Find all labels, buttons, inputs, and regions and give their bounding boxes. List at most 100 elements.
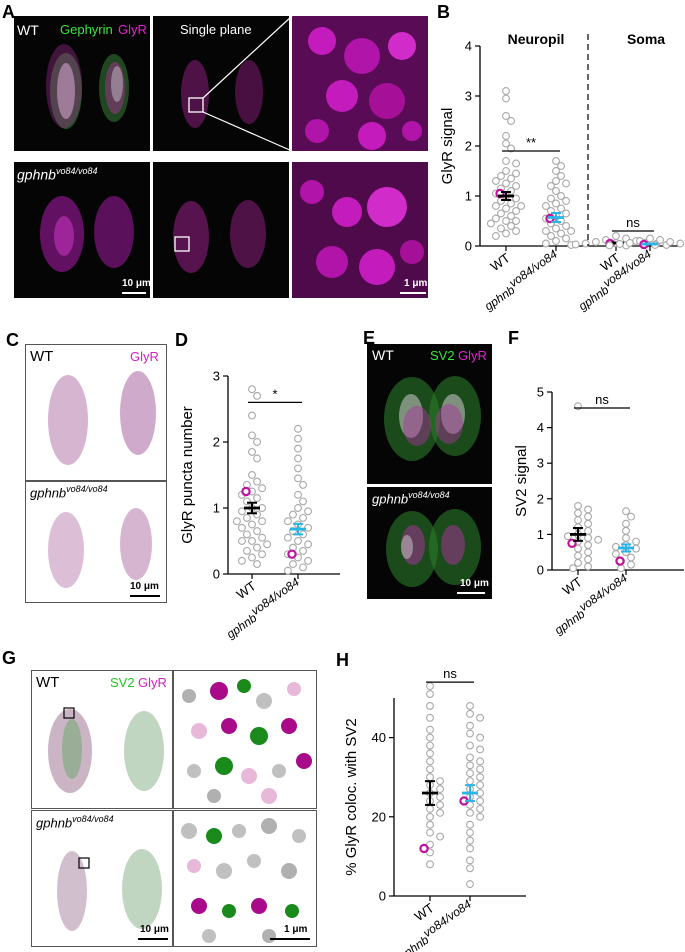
data-point <box>584 512 593 521</box>
data-point <box>574 509 582 517</box>
category-label: gphnbvo84/vo84 <box>549 571 633 638</box>
data-point <box>253 543 261 552</box>
panel-c-mutant-superscript: vo84/vo84 <box>66 484 108 494</box>
data-point <box>263 540 272 549</box>
data-point <box>258 484 267 493</box>
data-point <box>476 757 485 766</box>
data-point <box>466 753 474 762</box>
panel-a-wt-overview-image <box>14 16 150 151</box>
data-point <box>426 804 434 813</box>
panel-c-mutant-art <box>48 508 152 588</box>
data-point <box>512 159 521 168</box>
highlight-point <box>241 486 251 497</box>
data-point <box>294 454 302 463</box>
data-point <box>571 240 580 249</box>
data-point <box>622 526 630 535</box>
panel-g-wt-art <box>48 707 164 793</box>
data-point <box>552 167 560 175</box>
data-point <box>243 546 251 555</box>
category-label: WT <box>234 578 259 602</box>
data-point <box>248 471 256 479</box>
data-point <box>502 229 510 238</box>
category-label: WT <box>488 250 513 274</box>
panel-a-mutant-single-plane-image <box>153 162 289 298</box>
panel-c-wt-image <box>25 344 167 481</box>
data-point <box>299 497 307 506</box>
y-tick-label: 20 <box>372 809 386 824</box>
data-point <box>552 177 560 185</box>
panel-e-mutant-label: gphnbvo84/vo84 <box>372 490 450 506</box>
data-point <box>562 234 571 243</box>
data-point <box>552 157 560 165</box>
data-point <box>507 212 515 220</box>
significance-label: * <box>272 386 277 401</box>
panel-a-mutant-zoom-art <box>292 162 428 298</box>
panel-e-mutant-image <box>367 487 492 599</box>
data-point <box>476 713 485 722</box>
panel-c-mutant-label: gphnbvo84/vo84 <box>30 484 108 500</box>
data-point <box>502 94 510 103</box>
y-tick-label: 0 <box>213 567 220 582</box>
data-point <box>557 172 565 180</box>
data-point <box>466 729 474 738</box>
data-point <box>253 494 261 503</box>
data-point <box>622 534 630 542</box>
panel-a-letter: A <box>2 2 15 22</box>
y-tick-label: 4 <box>465 39 472 54</box>
data-point <box>605 241 614 250</box>
panel-c-glyr-label: GlyR <box>130 349 159 364</box>
data-point <box>502 179 510 188</box>
data-point <box>497 209 505 218</box>
data-point <box>512 194 521 203</box>
data-point <box>466 844 474 853</box>
panel-a-glyr-label: GlyR <box>118 22 147 37</box>
data-point <box>502 139 510 148</box>
y-tick-label: 0 <box>379 889 386 904</box>
panel-e-glyr-label: GlyR <box>458 348 487 363</box>
data-point <box>517 202 526 210</box>
data-point <box>426 828 434 837</box>
data-point <box>436 785 445 794</box>
panel-h-letter: H <box>336 650 349 670</box>
panel-g-scale-10um: 10 μm <box>140 924 169 935</box>
data-point <box>237 523 246 532</box>
data-point <box>584 555 593 564</box>
data-point <box>627 512 635 521</box>
data-point <box>502 132 510 140</box>
panel-g-glyr-label: GlyR <box>138 675 167 690</box>
data-point <box>294 444 302 453</box>
y-tick-label: 1 <box>537 527 544 542</box>
data-point <box>497 172 505 180</box>
data-point <box>232 517 241 526</box>
y-tick-label: 40 <box>372 730 386 745</box>
panel-c-wt-label: WT <box>30 348 54 365</box>
data-point <box>466 741 474 750</box>
data-point <box>507 222 515 230</box>
data-point <box>466 769 474 778</box>
data-point <box>584 541 593 550</box>
data-point <box>563 532 572 541</box>
data-point <box>491 177 500 185</box>
data-point <box>512 217 521 225</box>
data-point <box>512 169 521 178</box>
data-point <box>294 464 302 473</box>
data-point <box>562 197 571 205</box>
data-point <box>426 757 434 766</box>
data-point <box>557 162 565 170</box>
panel-e-mutant-name: gphnb <box>372 491 409 507</box>
y-tick-label: 0 <box>465 239 472 254</box>
data-point <box>594 535 603 544</box>
data-point <box>426 848 434 857</box>
panel-b-letter: B <box>437 2 450 22</box>
data-point <box>491 232 500 240</box>
data-point <box>466 701 474 710</box>
data-point <box>584 505 593 514</box>
data-point <box>622 519 630 528</box>
data-point <box>666 238 675 246</box>
data-point <box>294 490 302 499</box>
data-point <box>486 219 495 228</box>
panel-a-scale-bar-2 <box>400 292 426 294</box>
data-point <box>436 800 445 809</box>
panel-a-single-plane-label: Single plane <box>180 22 252 37</box>
data-point <box>248 431 256 440</box>
